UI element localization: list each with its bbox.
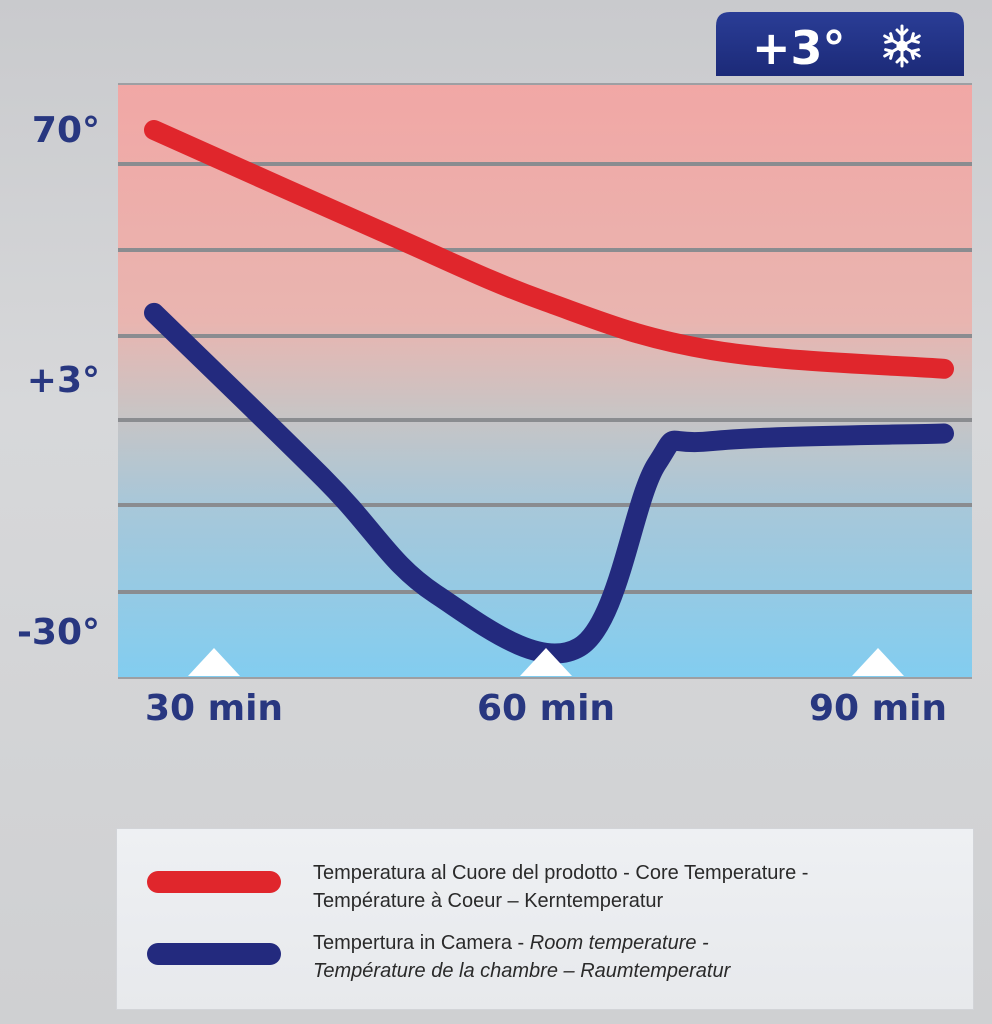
legend-text-core: Temperatura al Cuore del prodotto - Core… bbox=[313, 859, 933, 915]
legend-room-line1a: Tempertura in Camera - bbox=[313, 932, 530, 954]
x-tick-marker bbox=[852, 648, 904, 676]
x-tick-label: 60 min bbox=[477, 688, 615, 729]
legend-room-line1b: Room temperature - bbox=[529, 932, 709, 954]
legend-swatch-red bbox=[147, 871, 281, 893]
badge-label: +3° bbox=[752, 21, 846, 75]
x-tick-label: 30 min bbox=[145, 688, 283, 729]
legend-room-line2: Température de la chambre – Raumtemperat… bbox=[313, 960, 731, 982]
x-axis: 30 min 60 min 90 min bbox=[145, 648, 947, 729]
legend-core-line1: Temperatura al Cuore del prodotto - Core… bbox=[313, 862, 809, 884]
y-axis: 70° +3° -30° bbox=[17, 110, 100, 653]
legend-core-line2: Température à Coeur – Kerntemperatur bbox=[313, 890, 664, 912]
x-tick-label: 90 min bbox=[809, 688, 947, 729]
legend-text-room: Tempertura in Camera - Room temperature … bbox=[313, 929, 933, 985]
legend-item-room-temperature: Tempertura in Camera - Room temperature … bbox=[117, 925, 973, 995]
series-line-core-temperature bbox=[144, 120, 954, 379]
x-tick-marker bbox=[520, 648, 572, 676]
series-lines bbox=[144, 120, 954, 664]
legend: Temperatura al Cuore del prodotto - Core… bbox=[116, 828, 974, 1010]
temperature-badge: +3° bbox=[716, 12, 964, 76]
legend-swatch-blue bbox=[147, 943, 281, 965]
x-tick-marker bbox=[188, 648, 240, 676]
series-line-room-temperature bbox=[144, 302, 954, 664]
y-tick-label: 70° bbox=[32, 110, 100, 151]
y-tick-label: +3° bbox=[27, 360, 100, 401]
snowflake-icon bbox=[883, 24, 921, 68]
y-tick-label: -30° bbox=[17, 612, 100, 653]
legend-item-core-temperature: Temperatura al Cuore del prodotto - Core… bbox=[117, 847, 973, 917]
gridlines bbox=[118, 83, 972, 679]
